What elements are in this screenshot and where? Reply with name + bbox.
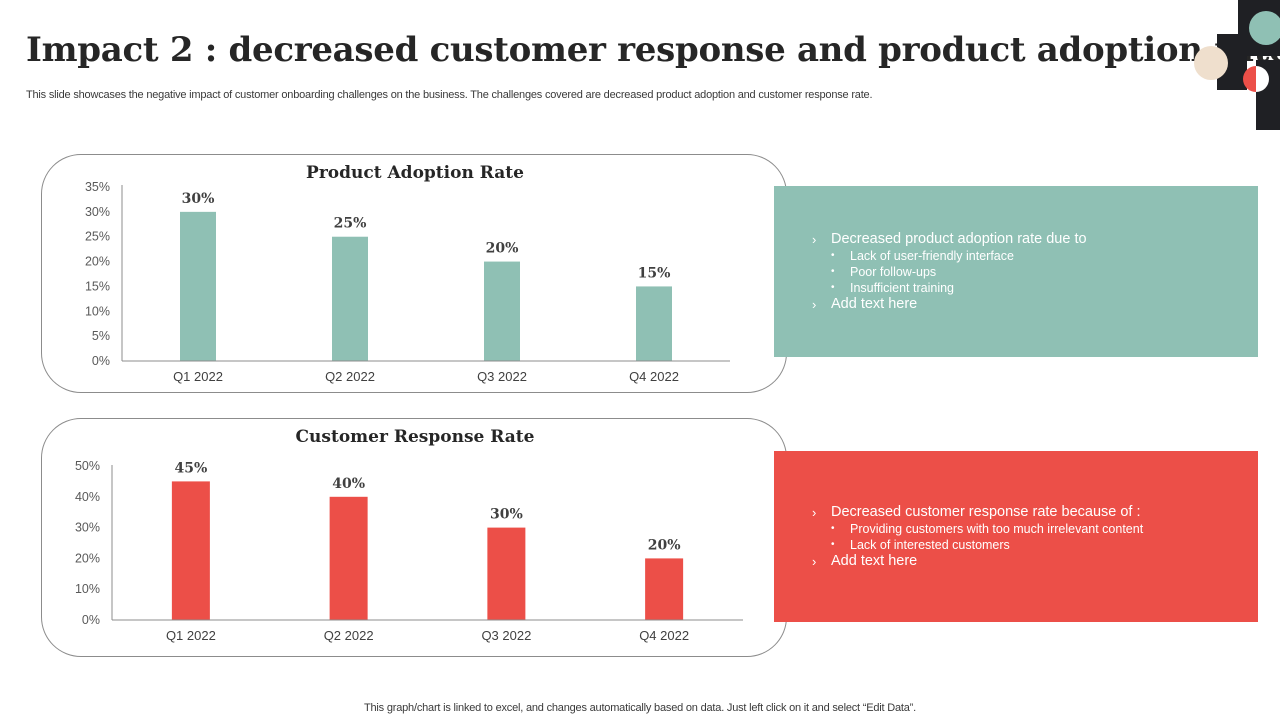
panel-bullet-text: Insufficient training — [850, 280, 954, 295]
x-tick-label: Q1 2022 — [166, 628, 216, 643]
chart-title: Product Adoption Rate — [306, 163, 524, 183]
bar[interactable] — [329, 496, 368, 620]
x-tick-label: Q1 2022 — [173, 369, 223, 384]
bar[interactable] — [171, 481, 210, 620]
x-tick-label: Q2 2022 — [324, 628, 374, 643]
x-tick-label: Q2 2022 — [325, 369, 375, 384]
panel-heading-text: Decreased customer response rate because… — [831, 503, 1141, 520]
panel-bullet: • Insufficient training — [812, 280, 1258, 296]
chevron-right-icon: › — [812, 231, 817, 247]
y-tick-label: 50% — [75, 459, 100, 473]
y-tick-label: 0% — [82, 613, 100, 627]
data-label: 40% — [332, 476, 365, 492]
y-tick-label: 35% — [85, 180, 110, 194]
slide-title: Impact 2 : decreased customer response a… — [26, 30, 1280, 70]
x-tick-label: Q3 2022 — [481, 628, 531, 643]
panel-bullet: • Lack of user-friendly interface — [812, 248, 1258, 264]
chevron-right-icon: › — [812, 296, 817, 312]
panel-extra: › Add text here — [812, 553, 1258, 570]
bar[interactable] — [484, 261, 520, 361]
data-label: 15% — [638, 265, 671, 281]
panel-heading-text: Decreased product adoption rate due to — [831, 230, 1087, 247]
data-label: 20% — [486, 241, 519, 257]
customer-response-svg: Customer Response Rate 0% 10% 20% 30% 40% 50%… — [75, 427, 743, 643]
chevron-right-icon: › — [812, 504, 817, 520]
panel-bullet-text: Poor follow-ups — [850, 264, 937, 279]
y-tick-label: 40% — [75, 490, 100, 504]
y-tick-label: 10% — [85, 304, 110, 318]
data-label: 20% — [648, 537, 681, 553]
x-tick-label: Q3 2022 — [477, 369, 527, 384]
deco-circle-beige — [1194, 46, 1228, 80]
bar[interactable] — [636, 286, 672, 361]
data-label: 30% — [182, 191, 215, 207]
chart-title: Customer Response Rate — [296, 427, 535, 447]
bullet-icon: • — [831, 522, 835, 534]
panel-extra: › Add text here — [812, 296, 1258, 313]
y-tick-label: 20% — [75, 551, 100, 565]
panel-extra-text: Add text here — [831, 552, 918, 569]
y-tick-label: 20% — [85, 255, 110, 269]
bar[interactable] — [180, 211, 216, 361]
customer-response-chart[interactable]: Customer Response Rate 0% 10% 20% 30% 40% 50%… — [41, 418, 787, 657]
panel-bullet-text: Lack of user-friendly interface — [850, 248, 1014, 263]
y-tick-label: 5% — [92, 329, 110, 343]
response-info-panel: › Decreased customer response rate becau… — [774, 451, 1258, 622]
y-tick-label: 10% — [75, 582, 100, 596]
product-adoption-svg: Product Adoption Rate 0% 5% 10% 15% 20% 25% 30… — [85, 163, 730, 384]
bar[interactable] — [487, 527, 526, 620]
data-label: 45% — [174, 460, 207, 476]
y-tick-label: 0% — [92, 354, 110, 368]
panel-heading: › Decreased customer response rate becau… — [812, 504, 1258, 521]
adoption-info-panel: › Decreased product adoption rate due to… — [774, 186, 1258, 357]
panel-bullet-text: Lack of interested customers — [850, 537, 1010, 552]
y-tick-label: 30% — [75, 521, 100, 535]
panel-heading: › Decreased product adoption rate due to — [812, 231, 1258, 248]
product-adoption-chart[interactable]: Product Adoption Rate 0% 5% 10% 15% 20% 25% 30… — [41, 154, 787, 393]
data-label: 30% — [490, 507, 523, 523]
bullet-icon: • — [831, 265, 835, 277]
y-tick-label: 25% — [85, 230, 110, 244]
deco-halfcircle-red — [1243, 66, 1256, 92]
y-tick-label: 30% — [85, 205, 110, 219]
panel-extra-text: Add text here — [831, 295, 918, 312]
footer-note: This graph/chart is linked to excel, and… — [364, 702, 916, 714]
slide-subtitle: This slide showcases the negative impact… — [26, 89, 873, 101]
panel-bullet: • Lack of interested customers — [812, 537, 1258, 553]
panel-bullet: • Poor follow-ups — [812, 264, 1258, 280]
panel-bullet-text: Providing customers with too much irrele… — [850, 521, 1144, 536]
bullet-icon: • — [831, 249, 835, 261]
bar[interactable] — [332, 236, 368, 361]
chevron-right-icon: › — [812, 553, 817, 569]
bullet-icon: • — [831, 538, 835, 550]
data-label: 25% — [334, 216, 367, 232]
bullet-icon: • — [831, 281, 835, 293]
bar[interactable] — [645, 558, 684, 620]
x-tick-label: Q4 2022 — [629, 369, 679, 384]
x-tick-label: Q4 2022 — [639, 628, 689, 643]
deco-circle-teal — [1249, 11, 1280, 45]
deco-halfcircle-white — [1256, 66, 1269, 92]
y-tick-label: 15% — [85, 279, 110, 293]
decorative-shapes — [1194, 0, 1280, 130]
panel-bullet: • Providing customers with too much irre… — [812, 521, 1258, 537]
